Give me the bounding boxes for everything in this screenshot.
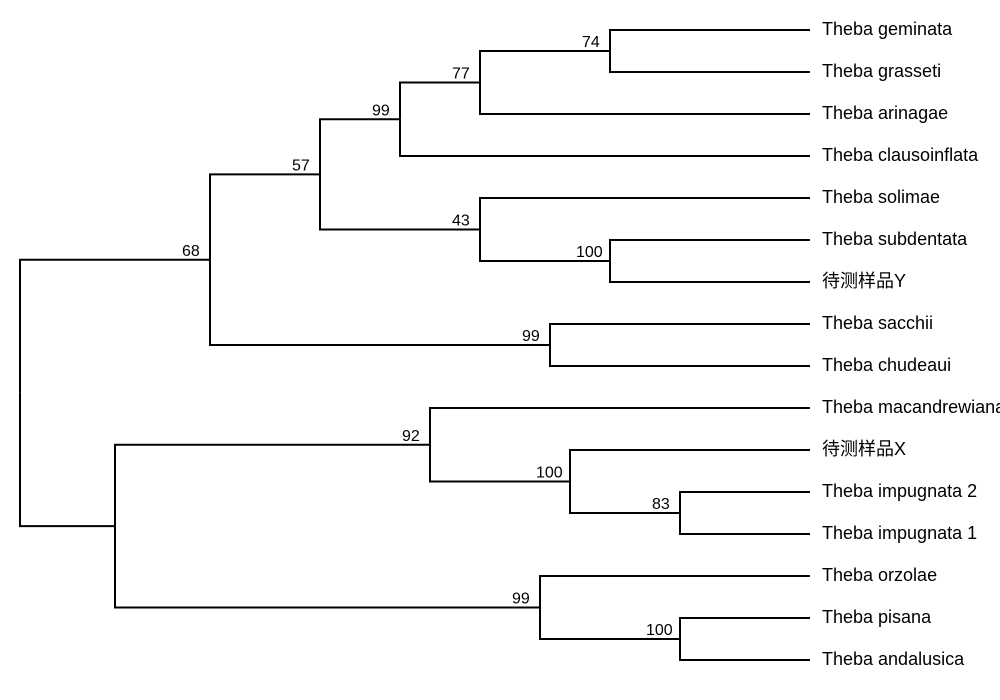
support-value: 99 [372, 102, 390, 119]
branch [570, 450, 810, 482]
branch [680, 618, 810, 639]
branch [430, 408, 810, 445]
branch [115, 445, 430, 526]
support-value: 77 [452, 66, 470, 83]
branch [610, 30, 810, 51]
branch [210, 260, 550, 345]
taxon-label: Theba impugnata 1 [822, 523, 977, 543]
taxon-label: Theba orzolae [822, 565, 937, 585]
support-value: 99 [512, 591, 530, 608]
support-value: 74 [582, 34, 600, 51]
branch [550, 324, 810, 345]
taxon-label: Theba geminata [822, 19, 953, 39]
branch [20, 393, 115, 526]
branch [540, 576, 810, 608]
support-value: 99 [522, 328, 540, 345]
support-value: 100 [536, 465, 563, 482]
taxon-label: Theba arinagae [822, 103, 948, 123]
taxon-label: 待测样品X [822, 439, 906, 459]
branch [20, 260, 210, 393]
branch [400, 119, 810, 156]
taxon-label: Theba andalusica [822, 649, 965, 669]
branch [115, 526, 540, 607]
branch [400, 83, 480, 120]
taxon-label: Theba sacchii [822, 313, 933, 333]
taxon-label: Theba subdentata [822, 229, 968, 249]
taxon-label: Theba impugnata 2 [822, 481, 977, 501]
branch [680, 492, 810, 513]
branch [680, 639, 810, 660]
support-value: 68 [182, 243, 200, 260]
taxon-label: Theba pisana [822, 607, 932, 627]
taxon-label: Theba macandrewiana [822, 397, 1000, 417]
branch [480, 198, 810, 230]
support-value: 43 [452, 213, 470, 230]
support-value: 100 [576, 244, 603, 261]
taxon-label: 待测样品Y [822, 271, 906, 291]
support-value: 83 [652, 496, 670, 513]
support-value: 100 [646, 622, 673, 639]
branch [610, 240, 810, 261]
support-value: 92 [402, 428, 420, 445]
branch [550, 345, 810, 366]
branch [480, 51, 610, 83]
support-value: 57 [292, 158, 310, 175]
taxon-label: Theba grasseti [822, 61, 941, 81]
branch [680, 513, 810, 534]
branch [320, 119, 400, 174]
branch [610, 261, 810, 282]
taxon-label: Theba chudeaui [822, 355, 951, 375]
taxon-label: Theba clausoinflata [822, 145, 979, 165]
branch [480, 83, 810, 115]
branch [210, 174, 320, 259]
taxon-label: Theba solimae [822, 187, 940, 207]
branch [610, 51, 810, 72]
phylogenetic-tree: Theba geminata Theba grasseti Theba arinag… [0, 0, 1000, 700]
